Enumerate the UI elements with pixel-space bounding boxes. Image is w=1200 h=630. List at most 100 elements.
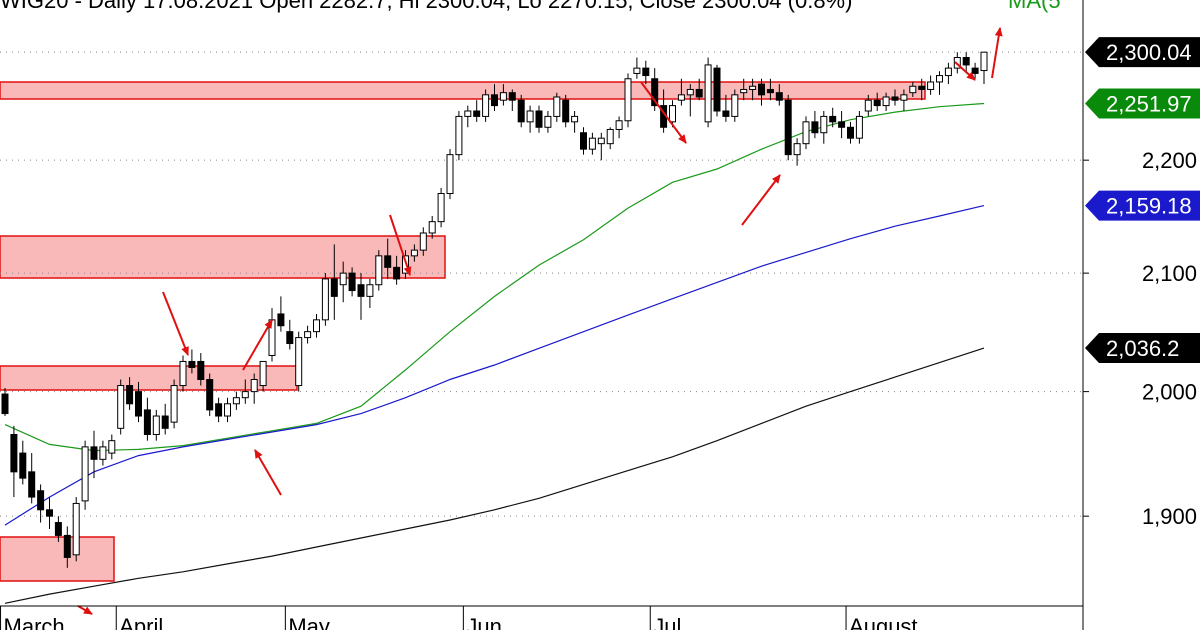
arrow [162,291,189,356]
candle-body [330,278,338,297]
candle-body [829,115,837,123]
candle-body [704,64,712,123]
chart-subtitle: MA(5 [1008,0,1061,13]
moving-average-line [4,347,985,604]
candle-body [580,132,587,150]
candle-body [731,94,739,117]
candle-body [277,313,285,327]
candle-body [775,92,783,101]
candle-body [464,110,472,117]
candle-body [891,96,899,101]
candle-body [152,415,160,435]
candle-body [855,115,863,139]
candle-body [428,221,436,234]
candle-body [918,85,926,90]
x-tick-label: Jul [653,614,681,630]
candle-body [909,85,917,94]
x-tick-label: Jun [466,614,501,630]
arrow [242,319,273,371]
candle-body [624,78,632,122]
arrow [991,27,1003,79]
candle-body [19,452,27,479]
price-label: 2,300.04 [1106,40,1192,65]
candle-body [304,331,312,339]
price-label-box [1085,190,1200,221]
candle-body [99,446,107,460]
candle-body [571,115,579,123]
candle-body [419,232,427,251]
arrows [77,27,1003,615]
candle-body [348,272,356,292]
chart-title: WIG20 - Daily 17.08.2021 Open 2282.7, Hi… [0,0,852,13]
candle-body [864,99,872,112]
moving-average-line [4,205,985,526]
candle-body [384,255,392,268]
candle-body [820,115,828,134]
candle-body [393,266,401,280]
candle-body [161,415,169,429]
x-tick-label: April [119,614,163,630]
candle-body [37,490,45,511]
candle-body [633,67,641,74]
candle-body [642,67,650,77]
x-tick-label: March [4,614,65,630]
candle-body [46,509,53,517]
candle-body [491,94,498,107]
candle-body [197,360,205,381]
candle-body [980,51,988,72]
arrow [389,214,412,276]
candle-body [669,105,676,123]
candle-body [10,433,18,473]
candle-body [758,83,765,96]
candle-body [517,99,525,123]
candle-body [686,88,694,96]
candle-body [606,128,614,145]
candle-body [677,94,685,101]
candle-body [117,385,125,429]
candle-body [28,471,36,498]
arrow [741,174,781,226]
axis-labels: 2,200 2,100 2,000 1,900 March April May Jun Jul A… [0,37,1200,630]
candle-body [544,115,552,128]
price-label: 2,159.18 [1106,194,1192,219]
grid [0,51,1083,517]
candle-body [224,403,231,417]
candle-body [766,88,774,94]
candle-body [63,534,71,558]
candle-body [553,96,561,117]
candle-body [410,249,418,257]
candle-body [802,121,810,145]
candle-body [873,99,881,107]
candle-body [944,67,952,77]
candle-body [339,272,347,286]
candle-body [562,99,570,123]
arrow [77,605,93,615]
price-label: 2,036.2 [1106,336,1179,361]
arrow [954,61,976,81]
candle-body [446,154,454,195]
candle-body [473,110,481,117]
zone [0,536,115,582]
candle-body [241,391,249,399]
candle-body [455,115,463,156]
candle-body [535,110,543,128]
candle-body [847,126,854,139]
candle-body [90,446,98,460]
candle-body [784,99,792,156]
candle-body [882,96,890,107]
candle-body [508,92,516,101]
candle-body [286,331,294,345]
candle-body [482,94,490,117]
candle-body [749,85,757,90]
candle-body [143,409,151,435]
candle-body [188,360,196,368]
x-tick-label: August [849,614,918,630]
candle-body [215,403,223,417]
x-tick-label: May [288,614,330,630]
candle-body [135,391,142,417]
y-tick-label: 2,000 [1142,380,1197,405]
candle-body [126,385,134,405]
arrow [254,449,282,496]
